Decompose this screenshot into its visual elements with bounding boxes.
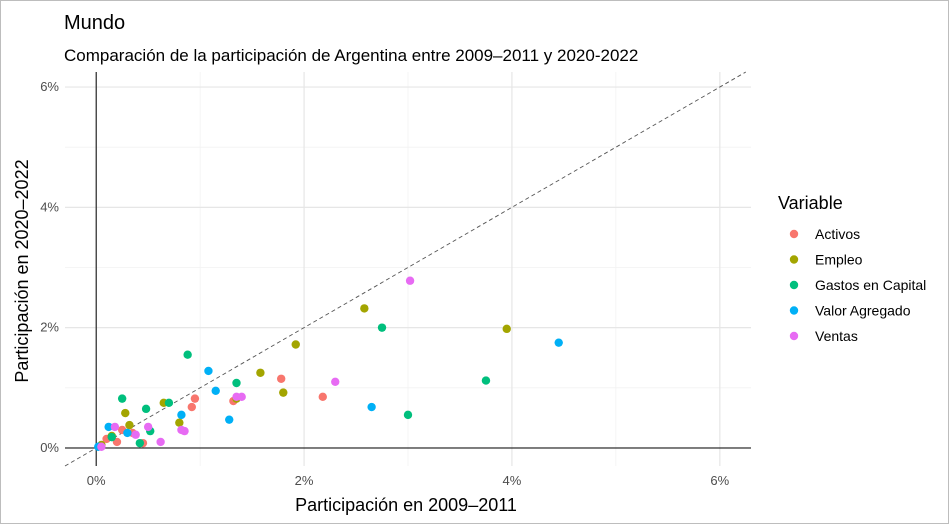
data-point-valor-agregado [554, 338, 563, 347]
reference-line-y-equals-x [64, 71, 747, 467]
chart-title: Mundo [64, 12, 125, 34]
data-point-empleo [360, 304, 369, 313]
data-point-ventas [143, 422, 153, 432]
x-tick-label: 2% [295, 473, 314, 488]
y-tick-label: 4% [40, 199, 59, 214]
chart-subtitle: Comparación de la participación de Argen… [64, 46, 638, 65]
y-tick-label: 6% [40, 79, 59, 94]
data-point-ventas [156, 437, 165, 447]
data-point-gastos-en-capital [164, 398, 174, 408]
data-point-activos [318, 392, 327, 402]
data-point-gastos-en-capital [481, 376, 491, 385]
data-point-activos [187, 402, 197, 412]
data-point-valor-agregado [204, 366, 213, 376]
data-point-ventas [97, 442, 106, 451]
legend-key-ventas [789, 331, 799, 341]
data-point-valor-agregado [123, 428, 132, 438]
x-tick-label: 0% [87, 473, 106, 488]
data-point-gastos-en-capital [377, 323, 387, 332]
data-point-valor-agregado [211, 386, 220, 396]
axes [65, 72, 751, 466]
data-point-empleo [256, 368, 265, 377]
data-point-gastos-en-capital [117, 394, 127, 403]
data-point-empleo [291, 340, 300, 349]
data-point-empleo [125, 420, 134, 430]
legend-key-valor-agregado [789, 306, 799, 315]
data-point-ventas [331, 377, 340, 386]
tick-labels: 0% 2% 4% 6% 0% 2% 4% 6% [40, 79, 729, 488]
data-point-gastos-en-capital [107, 432, 116, 442]
reference-line-group [64, 71, 747, 467]
legend-label-valor-agregado: Valor Agregado [815, 303, 911, 319]
legend-key-gastos-en-capital [789, 280, 799, 290]
legend-title: Variable [778, 193, 843, 213]
data-point-ventas [131, 430, 140, 439]
data-point-ventas [177, 425, 186, 435]
legend-label-activos: Activos [815, 226, 860, 242]
data-point-gastos-en-capital [232, 378, 241, 388]
data-point-valor-agregado [367, 402, 376, 412]
data-point-gastos-en-capital [403, 410, 413, 420]
legend-label-empleo: Empleo [815, 252, 863, 268]
data-points [94, 276, 563, 451]
y-tick-label: 2% [40, 320, 59, 335]
data-point-gastos-en-capital [141, 404, 151, 414]
legend-key-empleo [789, 255, 799, 264]
data-point-empleo [502, 324, 511, 334]
y-axis-title: Participación en 2020–2022 [12, 159, 32, 382]
data-point-empleo [279, 388, 288, 397]
y-tick-label: 0% [40, 440, 59, 455]
data-point-ventas [237, 392, 246, 402]
data-point-ventas [110, 422, 120, 432]
x-tick-label: 6% [710, 473, 729, 488]
x-tick-label: 4% [503, 473, 522, 488]
data-point-valor-agregado [104, 422, 113, 432]
data-point-valor-agregado [177, 410, 186, 420]
legend-label-ventas: Ventas [815, 328, 858, 344]
data-point-empleo [175, 418, 184, 427]
data-point-activos [276, 374, 286, 383]
data-point-gastos-en-capital [183, 350, 192, 359]
data-point-valor-agregado [225, 415, 234, 424]
legend-key-activos [789, 229, 799, 239]
x-axis-title: Participación en 2009–2011 [295, 495, 517, 515]
legend: Variable Activos Empleo Gastos en Capital V… [778, 193, 926, 344]
data-point-empleo [121, 408, 130, 418]
data-point-activos [190, 394, 200, 403]
legend-label-gastos-en-capital: Gastos en Capital [815, 277, 926, 293]
data-point-ventas [405, 276, 415, 285]
data-point-gastos-en-capital [135, 438, 145, 448]
